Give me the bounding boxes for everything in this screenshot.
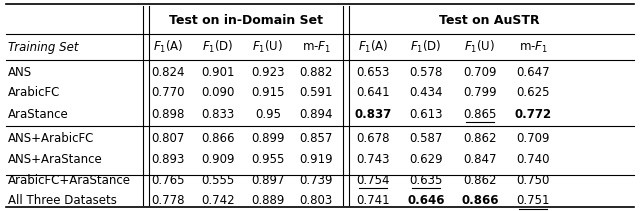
Text: 0.578: 0.578 — [410, 65, 443, 78]
Text: 0.799: 0.799 — [463, 87, 497, 100]
Text: 0.653: 0.653 — [356, 65, 390, 78]
Text: ArabicFC: ArabicFC — [8, 87, 60, 100]
Text: 0.591: 0.591 — [300, 87, 333, 100]
Text: 0.587: 0.587 — [410, 131, 443, 145]
Text: 0.847: 0.847 — [463, 153, 497, 165]
Text: 0.866: 0.866 — [201, 131, 235, 145]
Text: 0.915: 0.915 — [252, 87, 285, 100]
Text: ArabicFC+AraStance: ArabicFC+AraStance — [8, 173, 131, 187]
Text: 0.635: 0.635 — [410, 173, 443, 187]
Text: 0.803: 0.803 — [300, 195, 333, 207]
Text: 0.555: 0.555 — [202, 173, 235, 187]
Text: 0.678: 0.678 — [356, 131, 390, 145]
Text: 0.862: 0.862 — [463, 131, 497, 145]
Text: 0.833: 0.833 — [202, 107, 235, 120]
Text: 0.743: 0.743 — [356, 153, 390, 165]
Text: m-$F_1$: m-$F_1$ — [518, 39, 547, 55]
Text: 0.709: 0.709 — [463, 65, 497, 78]
Text: 0.909: 0.909 — [201, 153, 235, 165]
Text: 0.898: 0.898 — [151, 107, 185, 120]
Text: ANS+AraStance: ANS+AraStance — [8, 153, 103, 165]
Text: 0.882: 0.882 — [300, 65, 333, 78]
Text: Test on in-Domain Set: Test on in-Domain Set — [169, 15, 323, 27]
Text: 0.629: 0.629 — [409, 153, 443, 165]
Text: 0.772: 0.772 — [515, 107, 552, 120]
Text: m-$F_1$: m-$F_1$ — [301, 39, 330, 55]
Text: 0.770: 0.770 — [151, 87, 185, 100]
Text: 0.866: 0.866 — [461, 195, 499, 207]
Text: 0.923: 0.923 — [252, 65, 285, 78]
Text: ANS: ANS — [8, 65, 32, 78]
Text: 0.765: 0.765 — [151, 173, 185, 187]
Text: 0.897: 0.897 — [252, 173, 285, 187]
Text: 0.750: 0.750 — [516, 173, 550, 187]
Text: $F_1$(A): $F_1$(A) — [153, 39, 183, 55]
Text: 0.865: 0.865 — [463, 107, 497, 120]
Text: 0.641: 0.641 — [356, 87, 390, 100]
Text: $F_1$(A): $F_1$(A) — [358, 39, 388, 55]
Text: $F_1$(U): $F_1$(U) — [465, 39, 495, 55]
Text: 0.899: 0.899 — [252, 131, 285, 145]
Text: $F_1$(D): $F_1$(D) — [202, 39, 234, 55]
Text: ANS+ArabicFC: ANS+ArabicFC — [8, 131, 94, 145]
Text: 0.837: 0.837 — [355, 107, 392, 120]
Text: 0.778: 0.778 — [151, 195, 185, 207]
Text: 0.742: 0.742 — [201, 195, 235, 207]
Text: 0.893: 0.893 — [151, 153, 185, 165]
Text: 0.625: 0.625 — [516, 87, 550, 100]
Text: 0.889: 0.889 — [252, 195, 285, 207]
Text: 0.740: 0.740 — [516, 153, 550, 165]
Text: 0.754: 0.754 — [356, 173, 390, 187]
Text: 0.95: 0.95 — [255, 107, 281, 120]
Text: 0.824: 0.824 — [151, 65, 185, 78]
Text: AraStance: AraStance — [8, 107, 68, 120]
Text: 0.901: 0.901 — [201, 65, 235, 78]
Text: 0.739: 0.739 — [300, 173, 333, 187]
Text: 0.613: 0.613 — [409, 107, 443, 120]
Text: 0.646: 0.646 — [407, 195, 445, 207]
Text: 0.857: 0.857 — [300, 131, 333, 145]
Text: Test on AuSTR: Test on AuSTR — [439, 15, 540, 27]
Text: 0.647: 0.647 — [516, 65, 550, 78]
Text: 0.919: 0.919 — [299, 153, 333, 165]
Text: $F_1$(U): $F_1$(U) — [252, 39, 284, 55]
Text: 0.862: 0.862 — [463, 173, 497, 187]
Text: 0.741: 0.741 — [356, 195, 390, 207]
Text: 0.709: 0.709 — [516, 131, 550, 145]
Text: 0.807: 0.807 — [151, 131, 185, 145]
Text: 0.894: 0.894 — [300, 107, 333, 120]
Text: All Three Datasets: All Three Datasets — [8, 195, 117, 207]
Text: 0.751: 0.751 — [516, 195, 550, 207]
Text: 0.955: 0.955 — [252, 153, 285, 165]
Text: 0.090: 0.090 — [202, 87, 235, 100]
Text: $F_1$(D): $F_1$(D) — [410, 39, 442, 55]
Text: Training Set: Training Set — [8, 41, 79, 54]
Text: 0.434: 0.434 — [409, 87, 443, 100]
